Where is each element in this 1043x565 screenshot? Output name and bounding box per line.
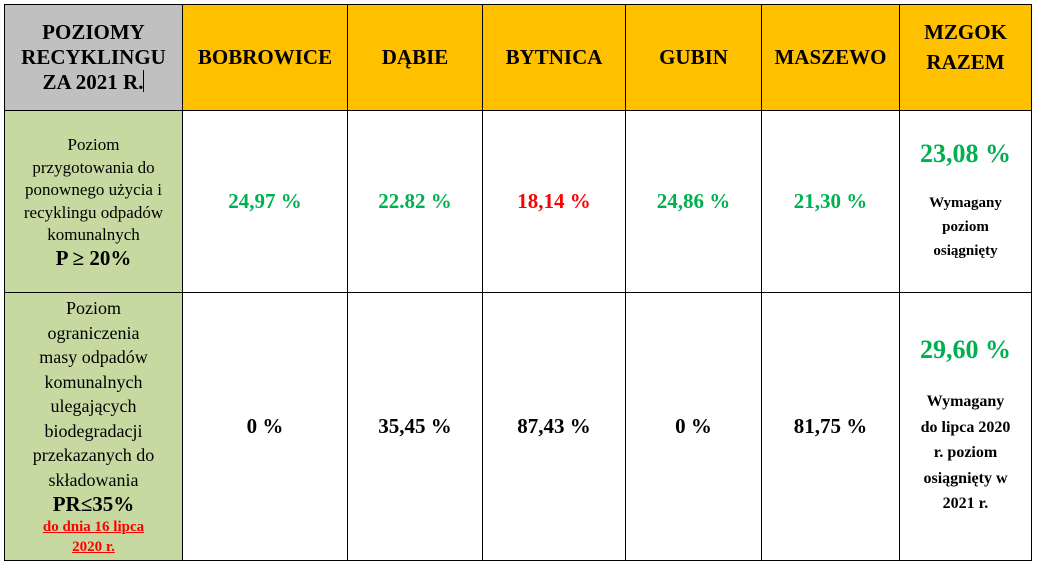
label-line: komunalnych [47, 225, 140, 244]
label-line: Poziom [65, 298, 121, 319]
value-cell-bobrowice: 24,97 % [182, 110, 348, 293]
header-row: POZIOMY RECYKLINGU ZA 2021 R. BOBROWICE … [4, 4, 1032, 111]
value-cell-bytnica: 18,14 % [482, 110, 626, 293]
label-line: Poziom [67, 135, 120, 154]
note-line: osiągnięty [933, 243, 998, 259]
total-note: Wymagany do lipca 2020 r. poziom osiągni… [900, 389, 1031, 517]
value-cell-gubin: 24,86 % [625, 110, 762, 293]
row-threshold: PR≤35% [52, 492, 135, 517]
total-header-line-1: MZGOK [924, 20, 1007, 44]
total-note: Wymagany poziom osiągnięty [900, 191, 1031, 263]
table-row-recycling: Poziom przygotowania do ponownego użycia… [4, 110, 1032, 293]
column-header-maszewo: MASZEWO [761, 4, 900, 111]
row-threshold: P ≥ 20% [55, 245, 132, 270]
note-line: poziom [942, 219, 989, 235]
label-line: komunalnych [44, 371, 143, 392]
total-cell-biodegradable: 29,60 % Wymagany do lipca 2020 r. poziom… [899, 292, 1032, 561]
note-line: do lipca 2020 [920, 418, 1011, 436]
column-header-total: MZGOK RAZEM [899, 4, 1032, 111]
label-line: masy odpadów [39, 347, 148, 368]
value-cell-maszewo: 81,75 % [761, 292, 900, 561]
row-label-recycling: Poziom przygotowania do ponownego użycia… [4, 110, 183, 293]
row-label-biodegradable: Poziom ograniczenia masy odpadów komunal… [4, 292, 183, 561]
total-value: 29,60 % [920, 335, 1011, 364]
label-line: przekazanych do [32, 445, 155, 466]
column-header-gubin: GUBIN [625, 4, 762, 111]
text-cursor [143, 70, 145, 92]
note-line: r. poziom [933, 444, 998, 461]
column-header-dabie: DĄBIE [347, 4, 483, 111]
total-cell-recycling: 23,08 % Wymagany poziom osiągnięty [899, 110, 1032, 293]
label-line: składowania [48, 469, 139, 490]
value-cell-gubin: 0 % [625, 292, 762, 561]
corner-line-3: ZA 2021 R. [42, 70, 144, 94]
requirement-line: do dnia 16 lipca [42, 518, 145, 535]
note-line: Wymagany [929, 195, 1002, 211]
value-cell-dabie: 35,45 % [347, 292, 483, 561]
corner-line-1: POZIOMY [42, 20, 145, 44]
label-line: przygotowania do [32, 157, 155, 177]
corner-line-2: RECYKLINGU [21, 45, 166, 69]
label-line: biodegradacji [44, 420, 143, 441]
value-cell-bytnica: 87,43 % [482, 292, 626, 561]
corner-header: POZIOMY RECYKLINGU ZA 2021 R. [4, 4, 183, 111]
label-line: ponownego użycia i [25, 180, 162, 199]
label-line: recyklingu odpadów [23, 202, 164, 222]
value-cell-maszewo: 21,30 % [761, 110, 900, 293]
note-line: osiągnięty w [923, 469, 1008, 487]
requirement-line: 2020 r. [72, 538, 115, 555]
note-line: 2021 r. [942, 495, 989, 512]
total-header-line-2: RAZEM [926, 50, 1005, 74]
column-header-bobrowice: BOBROWICE [182, 4, 348, 111]
label-line: ulegających [50, 396, 137, 417]
recycling-levels-table: POZIOMY RECYKLINGU ZA 2021 R. BOBROWICE … [4, 4, 1032, 561]
value-cell-dabie: 22.82 % [347, 110, 483, 293]
row-requirement-date: do dnia 16 lipca 2020 r. [5, 517, 182, 557]
total-value: 23,08 % [920, 139, 1011, 168]
label-line: ograniczenia [47, 322, 140, 343]
value-cell-bobrowice: 0 % [182, 292, 348, 561]
column-header-bytnica: BYTNICA [482, 4, 626, 111]
table-row-biodegradable: Poziom ograniczenia masy odpadów komunal… [4, 292, 1032, 561]
note-line: Wymagany [926, 393, 1005, 410]
